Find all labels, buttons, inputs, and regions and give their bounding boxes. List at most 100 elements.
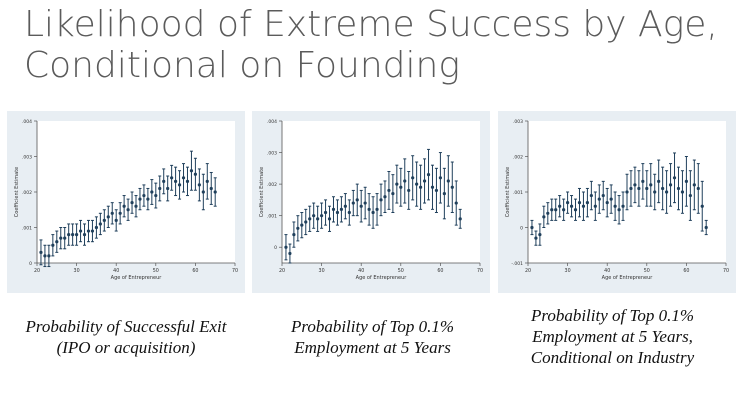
- data-point: [146, 197, 150, 201]
- data-point: [438, 176, 442, 180]
- data-point: [150, 190, 154, 194]
- plot-area: [37, 121, 235, 263]
- data-point: [185, 179, 190, 183]
- data-point: [538, 233, 542, 237]
- x-tick-label: 30: [319, 268, 325, 274]
- data-point: [59, 236, 63, 240]
- data-point: [367, 207, 371, 211]
- data-point: [312, 214, 316, 218]
- chart-panel-employment: 0 .001 .002 .003 .004 20 30 40 50 60 70 Age of Entr…: [252, 111, 490, 293]
- data-point: [581, 204, 586, 208]
- data-point: [625, 190, 629, 194]
- x-axis-label: Age of Entrepreneur: [111, 275, 163, 281]
- data-point: [126, 208, 130, 212]
- data-point: [347, 210, 351, 215]
- data-point: [426, 173, 431, 177]
- chart-employment-industry: -.001 0 .001 .002 .003 20 30 40 50 60 70 Age of Ent…: [505, 119, 729, 281]
- y-tick-label: .001: [22, 226, 32, 232]
- data-point: [609, 197, 613, 201]
- y-tick-label: .003: [267, 151, 277, 157]
- data-point: [585, 201, 589, 205]
- x-tick-label: 60: [437, 268, 443, 274]
- caption-employment-industry: Probability of Top 0.1% Employment at 5 …: [490, 305, 735, 368]
- data-point: [415, 182, 419, 186]
- caption-exit-line-2: (IPO or acquisition): [56, 338, 196, 357]
- data-point: [102, 218, 106, 222]
- caption-employment-industry-line-2: Employment at 5 Years,: [532, 327, 693, 346]
- data-point: [407, 188, 411, 193]
- data-point: [154, 193, 158, 198]
- x-tick-label: 70: [477, 268, 483, 274]
- data-point: [292, 233, 296, 237]
- y-axis-label: Coefficient Estimate: [505, 167, 511, 217]
- data-point: [355, 198, 359, 202]
- data-point: [193, 172, 197, 176]
- data-point: [550, 208, 554, 212]
- data-point: [665, 190, 669, 194]
- data-point: [554, 208, 558, 212]
- y-tick-label: .001: [513, 190, 523, 196]
- data-point: [442, 191, 446, 196]
- y-tick-label: -.001: [511, 261, 523, 267]
- data-point: [118, 211, 122, 215]
- data-point: [82, 233, 87, 237]
- x-tick-label: 60: [683, 268, 689, 274]
- data-point: [577, 201, 582, 205]
- x-tick-label: 70: [723, 268, 729, 274]
- data-point: [166, 186, 170, 191]
- data-point: [47, 254, 51, 258]
- x-tick-label: 40: [113, 268, 119, 274]
- y-tick-label: .004: [22, 119, 32, 125]
- data-point: [676, 186, 681, 191]
- data-point: [379, 198, 383, 202]
- data-point: [637, 186, 641, 191]
- data-point: [434, 188, 439, 193]
- y-tick-label: .004: [267, 119, 277, 125]
- data-point: [86, 229, 91, 233]
- data-point: [158, 186, 162, 191]
- data-point: [320, 214, 324, 218]
- y-tick-label: .001: [267, 214, 277, 220]
- y-axis-label: Coefficient Estimate: [14, 167, 20, 217]
- data-point: [327, 217, 332, 221]
- data-point: [343, 204, 347, 208]
- data-point: [403, 179, 407, 183]
- x-tick-label: 30: [74, 268, 80, 274]
- data-point: [106, 215, 110, 219]
- data-point: [197, 183, 201, 187]
- data-point: [39, 250, 43, 254]
- data-point: [668, 183, 673, 187]
- data-point: [63, 236, 67, 240]
- data-point: [633, 183, 637, 187]
- x-tick-label: 40: [604, 268, 610, 274]
- data-point: [605, 201, 609, 205]
- chart-panel-employment-industry: -.001 0 .001 .002 .003 20 30 40 50 60 70 Age of Ent…: [498, 111, 736, 293]
- y-tick-label: 0: [274, 245, 277, 251]
- x-tick-label: 60: [192, 268, 198, 274]
- data-point: [71, 233, 75, 237]
- data-point: [94, 225, 98, 230]
- data-point: [597, 197, 601, 201]
- y-tick-label: .003: [513, 119, 523, 125]
- x-tick-label: 20: [34, 268, 40, 274]
- caption-exit: Probability of Successful Exit (IPO or a…: [0, 316, 252, 358]
- slide-title-line-1: Likelihood of Extreme Success by Age,: [24, 4, 718, 45]
- data-point: [641, 179, 645, 183]
- data-point: [387, 188, 391, 193]
- data-point: [174, 179, 178, 183]
- data-point: [98, 222, 102, 226]
- data-point: [696, 186, 700, 191]
- data-point: [534, 236, 538, 240]
- x-axis-label: Age of Entrepreneur: [602, 275, 654, 281]
- data-point: [351, 201, 355, 205]
- y-tick-label: .002: [22, 190, 32, 196]
- chart-employment: 0 .001 .002 .003 .004 20 30 40 50 60 70 Age of Entr…: [259, 119, 483, 281]
- data-point: [383, 195, 387, 199]
- data-point: [613, 204, 617, 208]
- data-point: [601, 193, 605, 198]
- x-tick-label: 70: [232, 268, 238, 274]
- chart-panel-exit: 0 .001 .002 .003 .004 20 30 40 50 60 70 Age of Entr…: [7, 111, 245, 293]
- data-point: [704, 225, 708, 230]
- data-point: [114, 218, 118, 222]
- data-point: [593, 204, 597, 208]
